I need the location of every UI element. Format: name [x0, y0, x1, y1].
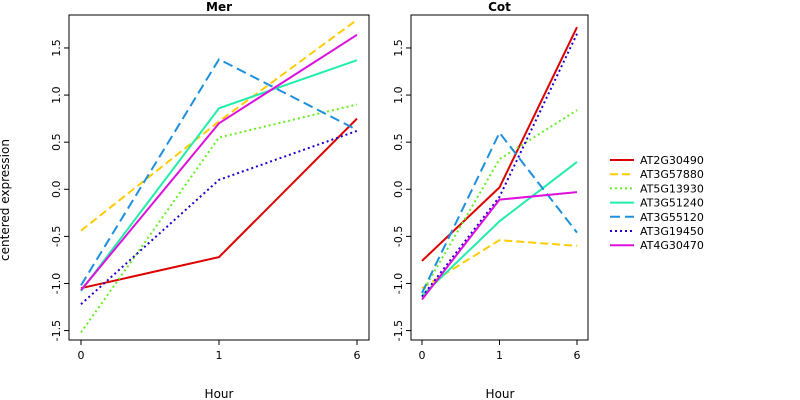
x-tick-label: 0 — [419, 349, 426, 362]
y-tick-label: -0.5 — [50, 226, 63, 247]
y-tick-label: 1.0 — [392, 86, 405, 104]
y-tick-label: 0.5 — [392, 133, 405, 151]
panel-title: Mer — [206, 0, 232, 14]
y-tick-label: -1.5 — [392, 320, 405, 341]
series-line-at4g30470 — [421, 191, 578, 301]
x-axis-label-cot: Hour — [486, 387, 515, 400]
series-line-at3g19450 — [80, 129, 358, 305]
y-tick-label: -0.5 — [392, 226, 405, 247]
series-line-at3g51240 — [80, 59, 358, 292]
x-tick-label: 6 — [354, 349, 361, 362]
y-axis-label: centered expression — [0, 139, 12, 261]
series-line-at3g57880 — [80, 18, 358, 232]
series-line-at3g19450 — [421, 33, 578, 298]
series-line-at2g30490 — [421, 26, 578, 262]
y-tick-label: 1.5 — [50, 39, 63, 57]
y-tick-label: 1.0 — [50, 86, 63, 104]
series-line-at3g57880 — [421, 239, 578, 290]
plot-frame — [68, 14, 370, 341]
series-line-at3g55120 — [421, 130, 578, 294]
y-tick-label: -1.0 — [50, 273, 63, 294]
x-axis-label-mer: Hour — [205, 387, 234, 400]
x-tick-label: 0 — [78, 349, 85, 362]
panel-title: Cot — [488, 0, 511, 14]
panel-mer: Mer -1.5 -1.0 -0.5 0.0 0.5 1.0 1.5 0 1 6 — [50, 0, 370, 362]
y-tick-label: 1.5 — [392, 39, 405, 57]
series-line-at3g55120 — [80, 57, 358, 286]
legend-label: AT5G13930 — [640, 182, 704, 195]
y-tick-label: 0.5 — [50, 133, 63, 151]
series-line-at5g13930 — [421, 109, 578, 294]
legend-label: AT3G57880 — [640, 168, 704, 181]
plot-frame — [410, 14, 589, 341]
series-line-at3g51240 — [421, 161, 578, 297]
legend-label: AT3G19450 — [640, 225, 704, 238]
series-line-at4g30470 — [80, 33, 358, 291]
legend-label: AT2G30490 — [640, 154, 704, 167]
legend: AT2G30490AT3G57880AT5G13930AT3G51240AT3G… — [610, 154, 704, 252]
y-tick-label: 0.0 — [392, 181, 405, 199]
x-tick-label: 6 — [574, 349, 581, 362]
y-tick-label: -1.0 — [392, 273, 405, 294]
x-tick-label: 1 — [216, 349, 223, 362]
legend-label: AT4G30470 — [640, 239, 704, 252]
panel-cot: Cot -1.5 -1.0 -0.5 0.0 0.5 1.0 1.5 0 1 6 — [392, 0, 589, 362]
legend-label: AT3G51240 — [640, 197, 704, 210]
series-line-at2g30490 — [80, 117, 358, 290]
legend-label: AT3G55120 — [640, 211, 704, 224]
y-tick-label: -1.5 — [50, 320, 63, 341]
x-tick-label: 1 — [496, 349, 503, 362]
y-tick-label: 0.0 — [50, 181, 63, 199]
